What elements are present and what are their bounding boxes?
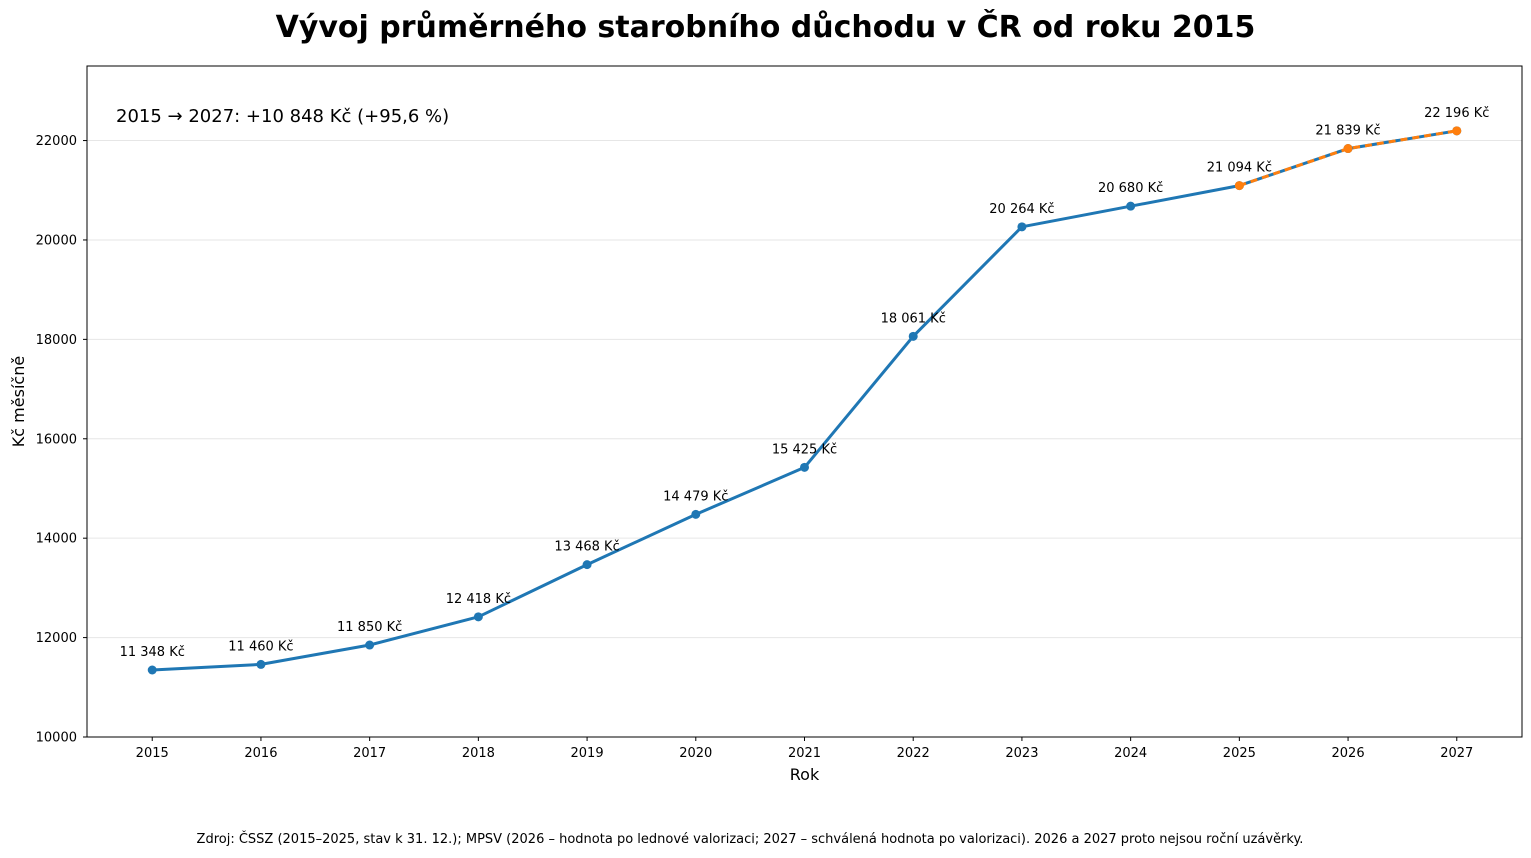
y-tick-label: 18000 [36,333,77,348]
data-series [147,126,1462,675]
data-point [582,560,592,570]
x-tick-label: 2015 [136,746,169,761]
data-point [365,640,375,650]
data-label: 21 839 Kč [1315,124,1380,139]
plot-area-frame [86,65,1523,738]
data-label: 20 264 Kč [989,202,1054,217]
data-point [908,331,918,341]
data-point-forecast [1452,126,1462,136]
x-tick-label: 2020 [679,746,712,761]
data-label: 11 348 Kč [120,645,185,660]
data-point [1017,222,1027,232]
x-tick-label: 2021 [788,746,821,761]
chart-title: Vývoj průměrného starobního důchodu v ČR… [275,10,1256,45]
data-label: 21 094 Kč [1207,161,1272,176]
data-labels: 11 348 Kč 11 460 Kč 11 850 Kč 12 418 Kč 13 4… [120,106,1490,660]
y-axis-label: Kč měsíčně [9,356,28,447]
data-label: 20 680 Kč [1098,181,1163,196]
source-note: Zdroj: ČSSZ (2015–2025, stav k 31. 12.);… [196,832,1304,847]
series-line-actual [150,129,1459,672]
x-tick-label: 2027 [1440,746,1473,761]
data-point [256,659,266,669]
y-tick-label: 12000 [36,631,77,646]
y-tick-label: 20000 [36,233,77,248]
x-tick-label: 2019 [571,746,604,761]
gridlines [87,140,1522,738]
data-label: 11 850 Kč [337,620,402,635]
data-label: 15 425 Kč [772,442,837,457]
data-point [1126,201,1136,211]
axis-ticks: 10000 12000 14000 16000 18000 20000 22000 2015 2… [36,134,1474,761]
y-tick-label: 10000 [36,731,77,746]
x-axis-label: Rok [790,765,820,784]
x-tick-label: 2025 [1223,746,1256,761]
series-line-forecast [1238,129,1458,188]
data-point [800,462,809,472]
y-tick-label: 16000 [36,432,77,447]
data-point [691,509,701,519]
x-tick-label: 2024 [1114,746,1147,761]
data-label: 14 479 Kč [663,489,728,504]
x-tick-label: 2022 [897,746,930,761]
x-tick-label: 2026 [1332,746,1365,761]
x-tick-label: 2018 [462,746,495,761]
data-label: 11 460 Kč [228,639,293,654]
data-label: 13 468 Kč [554,540,619,555]
x-tick-label: 2016 [244,746,277,761]
data-point-forecast [1234,181,1244,191]
data-label: 22 196 Kč [1424,106,1489,121]
change-annotation: 2015 → 2027: +10 848 Kč (+95,6 %) [116,106,449,127]
y-tick-label: 14000 [36,532,77,547]
y-tick-label: 22000 [36,134,77,149]
data-point [147,665,157,675]
data-label: 18 061 Kč [881,311,946,326]
data-point [473,612,483,622]
data-label: 12 418 Kč [446,592,511,607]
x-tick-label: 2017 [353,746,386,761]
x-tick-label: 2023 [1005,746,1038,761]
data-point-forecast [1343,144,1353,154]
